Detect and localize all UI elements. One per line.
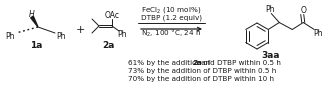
- Text: OAc: OAc: [104, 11, 120, 20]
- Text: Ph: Ph: [117, 29, 127, 39]
- Text: Ph: Ph: [5, 32, 15, 40]
- Text: Ph: Ph: [265, 5, 275, 14]
- Text: 1a: 1a: [30, 40, 42, 49]
- Text: 2a: 2a: [102, 40, 114, 49]
- Text: 61% by the addition of: 61% by the addition of: [128, 60, 212, 66]
- Text: N$_2$, 100 °C, 24 h: N$_2$, 100 °C, 24 h: [141, 27, 202, 39]
- Text: 70% by the addition of DTBP within 10 h: 70% by the addition of DTBP within 10 h: [128, 76, 274, 82]
- Polygon shape: [31, 16, 38, 27]
- Text: DTBP (1.2 equiv): DTBP (1.2 equiv): [141, 15, 202, 21]
- Text: Ph: Ph: [56, 32, 66, 40]
- Text: H: H: [29, 9, 35, 19]
- Text: Ph: Ph: [313, 29, 323, 38]
- Text: FeCl$_2$ (10 mol%): FeCl$_2$ (10 mol%): [141, 5, 202, 15]
- Text: and DTBP within 0.5 h: and DTBP within 0.5 h: [199, 60, 281, 66]
- Text: 2a: 2a: [193, 60, 203, 66]
- Text: 3aa: 3aa: [262, 50, 280, 60]
- Text: O: O: [300, 6, 306, 15]
- Text: +: +: [75, 25, 85, 35]
- Text: 73% by the addition of DTBP within 0.5 h: 73% by the addition of DTBP within 0.5 h: [128, 68, 276, 74]
